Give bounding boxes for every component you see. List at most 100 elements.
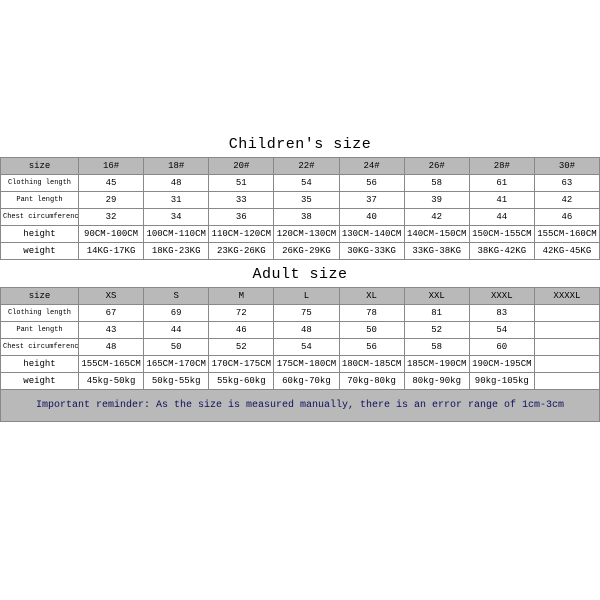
children-size-5: 26# bbox=[404, 158, 469, 175]
cell: 90kg-105kg bbox=[469, 373, 534, 390]
cell: 58 bbox=[404, 175, 469, 192]
children-chest-row: Chest circumference 1/2 32 34 36 38 40 4… bbox=[1, 209, 600, 226]
cell: 43 bbox=[79, 322, 144, 339]
adult-height-row: height 155CM-165CM 165CM-170CM 170CM-175… bbox=[1, 356, 600, 373]
label-pant: Pant length bbox=[1, 192, 79, 209]
cell: 45 bbox=[79, 175, 144, 192]
cell: 54 bbox=[274, 175, 339, 192]
cell: 23KG-26KG bbox=[209, 243, 274, 260]
cell: 54 bbox=[469, 322, 534, 339]
cell: 60kg-70kg bbox=[274, 373, 339, 390]
cell: 37 bbox=[339, 192, 404, 209]
reminder-text: Important reminder: As the size is measu… bbox=[0, 390, 600, 422]
cell: 67 bbox=[79, 305, 144, 322]
cell bbox=[534, 356, 599, 373]
adult-size-7: XXXXL bbox=[534, 288, 599, 305]
cell: 32 bbox=[79, 209, 144, 226]
children-height-row: height 90CM-100CM 100CM-110CM 110CM-120C… bbox=[1, 226, 600, 243]
cell: 42 bbox=[404, 209, 469, 226]
label-height: height bbox=[1, 226, 79, 243]
cell: 55kg-60kg bbox=[209, 373, 274, 390]
cell: 140CM-150CM bbox=[404, 226, 469, 243]
cell: 42 bbox=[534, 192, 599, 209]
cell bbox=[534, 305, 599, 322]
cell bbox=[534, 339, 599, 356]
cell: 155CM-160CM bbox=[534, 226, 599, 243]
cell: 44 bbox=[144, 322, 209, 339]
children-size-7: 30# bbox=[534, 158, 599, 175]
cell: 31 bbox=[144, 192, 209, 209]
cell: 83 bbox=[469, 305, 534, 322]
cell: 165CM-170CM bbox=[144, 356, 209, 373]
adult-clothing-row: Clothing length 67 69 72 75 78 81 83 bbox=[1, 305, 600, 322]
cell: 30KG-33KG bbox=[339, 243, 404, 260]
adult-pant-row: Pant length 43 44 46 48 50 52 54 bbox=[1, 322, 600, 339]
cell: 54 bbox=[274, 339, 339, 356]
label-weight: weight bbox=[1, 373, 79, 390]
cell: 70kg-80kg bbox=[339, 373, 404, 390]
children-title: Children's size bbox=[0, 136, 600, 153]
cell bbox=[534, 373, 599, 390]
cell: 33 bbox=[209, 192, 274, 209]
cell: 75 bbox=[274, 305, 339, 322]
cell: 39 bbox=[404, 192, 469, 209]
cell: 130CM-140CM bbox=[339, 226, 404, 243]
cell: 150CM-155CM bbox=[469, 226, 534, 243]
cell: 38 bbox=[274, 209, 339, 226]
cell: 69 bbox=[144, 305, 209, 322]
children-size-0: 16# bbox=[79, 158, 144, 175]
cell: 26KG-29KG bbox=[274, 243, 339, 260]
adult-size-3: L bbox=[274, 288, 339, 305]
children-size-3: 22# bbox=[274, 158, 339, 175]
cell: 34 bbox=[144, 209, 209, 226]
cell: 78 bbox=[339, 305, 404, 322]
cell: 44 bbox=[469, 209, 534, 226]
adult-size-6: XXXL bbox=[469, 288, 534, 305]
cell: 40 bbox=[339, 209, 404, 226]
cell bbox=[534, 322, 599, 339]
children-size-6: 28# bbox=[469, 158, 534, 175]
children-size-table: size 16# 18# 20# 22# 24# 26# 28# 30# Clo… bbox=[0, 157, 600, 260]
cell: 58 bbox=[404, 339, 469, 356]
label-clothing: Clothing length bbox=[1, 175, 79, 192]
cell: 120CM-130CM bbox=[274, 226, 339, 243]
children-header-row: size 16# 18# 20# 22# 24# 26# 28# 30# bbox=[1, 158, 600, 175]
children-clothing-row: Clothing length 45 48 51 54 56 58 61 63 bbox=[1, 175, 600, 192]
cell: 90CM-100CM bbox=[79, 226, 144, 243]
cell: 185CM-190CM bbox=[404, 356, 469, 373]
cell: 50kg-55kg bbox=[144, 373, 209, 390]
cell: 45kg-50kg bbox=[79, 373, 144, 390]
label-clothing: Clothing length bbox=[1, 305, 79, 322]
label-size: size bbox=[1, 158, 79, 175]
cell: 61 bbox=[469, 175, 534, 192]
cell: 80kg-90kg bbox=[404, 373, 469, 390]
children-size-2: 20# bbox=[209, 158, 274, 175]
cell: 155CM-165CM bbox=[79, 356, 144, 373]
cell: 14KG-17KG bbox=[79, 243, 144, 260]
cell: 46 bbox=[209, 322, 274, 339]
adult-size-2: M bbox=[209, 288, 274, 305]
adult-size-table: size XS S M L XL XXL XXXL XXXXL Clothing… bbox=[0, 287, 600, 390]
adult-size-4: XL bbox=[339, 288, 404, 305]
cell: 63 bbox=[534, 175, 599, 192]
cell: 180CM-185CM bbox=[339, 356, 404, 373]
cell: 51 bbox=[209, 175, 274, 192]
cell: 190CM-195CM bbox=[469, 356, 534, 373]
label-height: height bbox=[1, 356, 79, 373]
adult-title: Adult size bbox=[0, 266, 600, 283]
cell: 50 bbox=[144, 339, 209, 356]
cell: 36 bbox=[209, 209, 274, 226]
cell: 35 bbox=[274, 192, 339, 209]
children-size-4: 24# bbox=[339, 158, 404, 175]
cell: 52 bbox=[209, 339, 274, 356]
adult-weight-row: weight 45kg-50kg 50kg-55kg 55kg-60kg 60k… bbox=[1, 373, 600, 390]
cell: 33KG-38KG bbox=[404, 243, 469, 260]
adult-chest-row: Chest circumference 1/2 48 50 52 54 56 5… bbox=[1, 339, 600, 356]
children-weight-row: weight 14KG-17KG 18KG-23KG 23KG-26KG 26K… bbox=[1, 243, 600, 260]
label-chest: Chest circumference 1/2 bbox=[1, 209, 79, 226]
adult-size-1: S bbox=[144, 288, 209, 305]
children-pant-row: Pant length 29 31 33 35 37 39 41 42 bbox=[1, 192, 600, 209]
label-weight: weight bbox=[1, 243, 79, 260]
label-chest: Chest circumference 1/2 bbox=[1, 339, 79, 356]
cell: 46 bbox=[534, 209, 599, 226]
